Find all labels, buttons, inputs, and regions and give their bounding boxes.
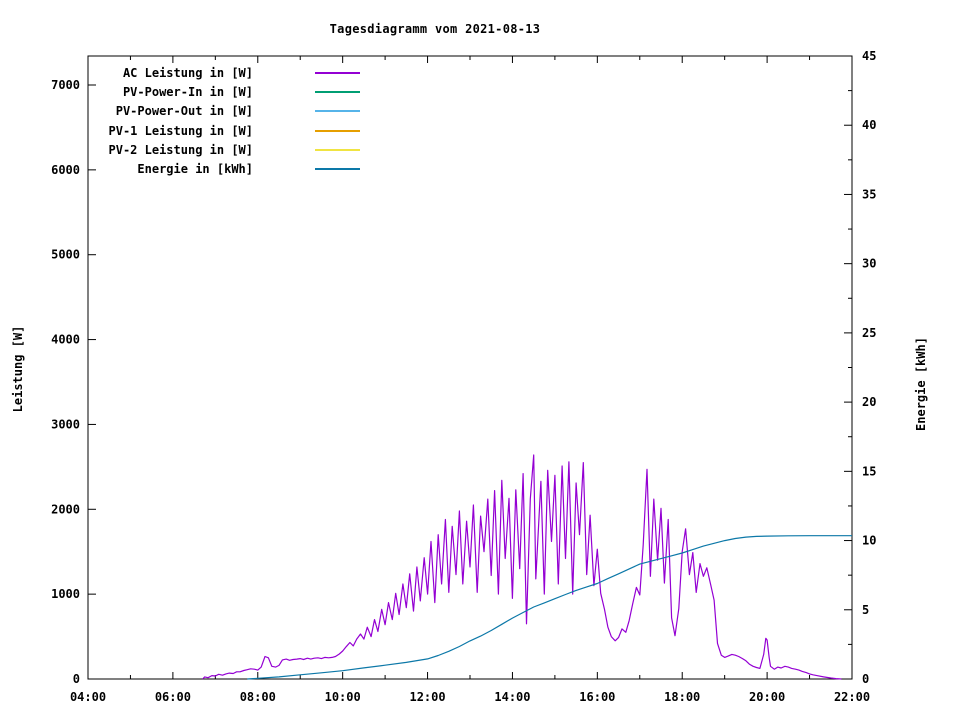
legend-label: AC Leistung in [W] xyxy=(122,65,253,80)
y1-tick-label: 1000 xyxy=(51,587,80,601)
y2-tick-label: 15 xyxy=(862,464,876,478)
legend-label: PV-1 Leistung in [W] xyxy=(108,123,254,138)
x-tick-label: 04:00 xyxy=(70,690,106,704)
y1-tick-label: 0 xyxy=(73,672,80,686)
legend-item-4: PV-2 Leistung in [W] xyxy=(88,140,360,159)
y1-tick-label: 7000 xyxy=(51,78,80,92)
legend-line-sample xyxy=(315,110,360,113)
x-tick-label: 18:00 xyxy=(664,690,700,704)
y2-tick-label: 20 xyxy=(862,395,876,409)
y2-tick-label: 10 xyxy=(862,534,876,548)
series-line-5 xyxy=(247,535,852,680)
legend-label: Energie in [kWh] xyxy=(137,162,253,177)
legend-item-3: PV-1 Leistung in [W] xyxy=(88,121,360,140)
series-line-0 xyxy=(202,454,842,680)
legend-line-sample xyxy=(315,90,360,93)
x-tick-label: 22:00 xyxy=(834,690,870,704)
y2-tick-label: 5 xyxy=(862,603,869,617)
y1-tick-label: 5000 xyxy=(51,248,80,262)
x-tick-label: 10:00 xyxy=(325,690,361,704)
x-tick-label: 12:00 xyxy=(409,690,445,704)
y2-tick-label: 45 xyxy=(862,49,876,63)
x-tick-label: 06:00 xyxy=(155,690,191,704)
legend-label: PV-2 Leistung in [W] xyxy=(108,142,254,157)
legend-line-sample xyxy=(315,129,360,132)
y1-tick-label: 4000 xyxy=(51,333,80,347)
legend-line-sample xyxy=(315,71,360,74)
y2-tick-label: 30 xyxy=(862,257,876,271)
legend-item-0: AC Leistung in [W] xyxy=(88,63,360,82)
y2-tick-label: 25 xyxy=(862,326,876,340)
y1-tick-label: 6000 xyxy=(51,163,80,177)
y2-tick-label: 35 xyxy=(862,187,876,201)
y1-tick-label: 3000 xyxy=(51,417,80,431)
legend-line-sample xyxy=(315,168,360,171)
y1-tick-label: 2000 xyxy=(51,502,80,516)
legend-label: PV-Power-In in [W] xyxy=(122,84,253,99)
legend: AC Leistung in [W] PV-Power-In in [W] PV-P… xyxy=(88,63,360,179)
legend-label: PV-Power-Out in [W] xyxy=(115,104,253,119)
legend-item-1: PV-Power-In in [W] xyxy=(88,82,360,101)
legend-item-5: Energie in [kWh] xyxy=(88,159,360,178)
legend-line-sample xyxy=(315,148,360,151)
x-tick-label: 16:00 xyxy=(579,690,615,704)
legend-item-2: PV-Power-Out in [W] xyxy=(88,102,360,121)
x-tick-label: 20:00 xyxy=(749,690,785,704)
y2-tick-label: 40 xyxy=(862,118,876,132)
x-tick-label: 14:00 xyxy=(494,690,530,704)
x-tick-label: 08:00 xyxy=(240,690,276,704)
chart-title: Tagesdiagramm vom 2021-08-13 xyxy=(329,22,541,36)
y2-tick-label: 0 xyxy=(862,672,869,686)
